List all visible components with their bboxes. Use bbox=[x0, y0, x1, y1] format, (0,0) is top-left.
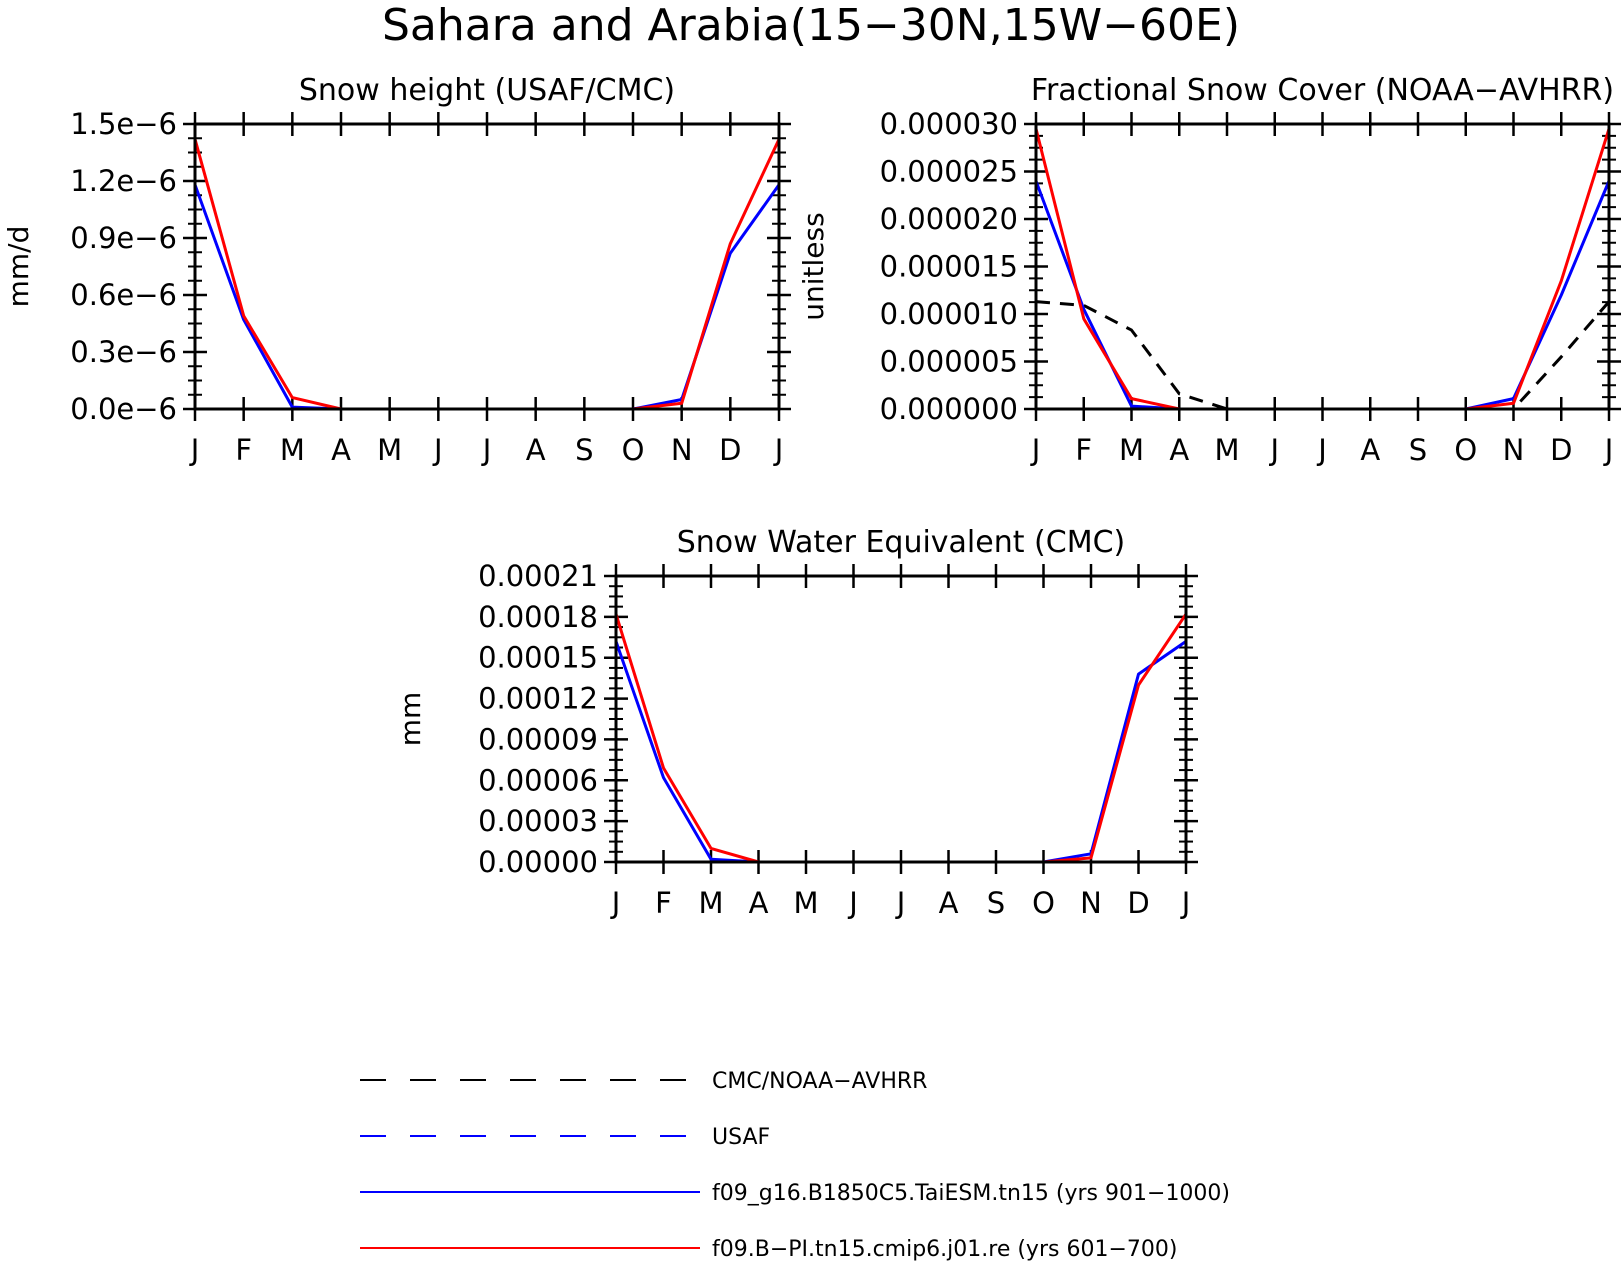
y-tick-label: 1.2e−6 bbox=[70, 164, 177, 198]
x-tick-label: J bbox=[773, 433, 784, 467]
x-tick-label: D bbox=[1127, 886, 1149, 920]
series-line-3 bbox=[614, 613, 1188, 864]
x-tick-label: D bbox=[1550, 433, 1572, 467]
y-tick-label: 0.6e−6 bbox=[70, 278, 177, 312]
x-tick-label: M bbox=[377, 433, 402, 467]
x-tick-label: J bbox=[432, 433, 443, 467]
y-tick-label: 0.000030 bbox=[880, 107, 1018, 141]
y-tick-label: 0.00018 bbox=[478, 600, 598, 634]
legend-label: USAF bbox=[712, 1125, 770, 1150]
x-tick-label: S bbox=[1409, 433, 1427, 467]
panels: Snow height (USAF/CMC) mm/d 0.0e−6 0.3e−6 0.… bbox=[2, 73, 1621, 920]
y-tick-label: 0.3e−6 bbox=[70, 335, 177, 369]
x-tick-label: D bbox=[719, 433, 741, 467]
x-tick-label: S bbox=[987, 886, 1005, 920]
y-axis-label: mm/d bbox=[2, 226, 35, 308]
x-tick-label: M bbox=[280, 433, 305, 467]
x-tick-label: A bbox=[749, 886, 769, 920]
y-tick-label: 0.000005 bbox=[880, 345, 1018, 379]
x-tick-label: J bbox=[1030, 433, 1041, 467]
series-line-1 bbox=[1035, 300, 1611, 411]
y-tick-label: 0.00021 bbox=[478, 559, 598, 593]
legend: CMC/NOAA−AVHRR USAF f09_g16.B1850C5.TaiESM… bbox=[360, 1069, 1230, 1262]
x-tick-label: F bbox=[1075, 433, 1092, 467]
x-tick-label: M bbox=[1119, 433, 1144, 467]
y-tick-label: 0.000020 bbox=[880, 202, 1018, 236]
x-tick-label: J bbox=[1180, 886, 1191, 920]
panel-title: Snow height (USAF/CMC) bbox=[299, 73, 675, 108]
x-tick-label: F bbox=[235, 433, 252, 467]
y-tick-label: 0.000025 bbox=[880, 155, 1018, 189]
x-tick-label: J bbox=[189, 433, 200, 467]
x-tick-label: J bbox=[847, 886, 858, 920]
x-tick-label: A bbox=[1360, 433, 1380, 467]
y-axis-label: unitless bbox=[797, 212, 830, 320]
x-tick-label: N bbox=[1503, 433, 1525, 467]
x-tick-label: A bbox=[939, 886, 959, 920]
y-tick-label: 0.000000 bbox=[880, 392, 1018, 426]
x-tick-label: N bbox=[1080, 886, 1102, 920]
y-tick-label: 0.0e−6 bbox=[70, 392, 177, 426]
x-tick-label: N bbox=[671, 433, 693, 467]
x-tick-label: M bbox=[1214, 433, 1239, 467]
panel-2: Fractional Snow Cover (NOAA−AVHRR) unitle… bbox=[797, 73, 1621, 467]
x-tick-label: S bbox=[575, 433, 593, 467]
y-axis-label: mm bbox=[394, 692, 427, 747]
plot-frame bbox=[1034, 122, 1611, 411]
y-tick-label: 0.000015 bbox=[880, 250, 1018, 284]
x-tick-label: F bbox=[655, 886, 672, 920]
figure-title: Sahara and Arabia(15−30N,15W−60E) bbox=[382, 0, 1240, 51]
panel-3: Snow Water Equivalent (CMC) mm 0.00000 0.00… bbox=[394, 525, 1198, 920]
y-tick-label: 0.00015 bbox=[478, 641, 598, 675]
panel-title: Snow Water Equivalent (CMC) bbox=[677, 525, 1125, 560]
x-tick-label: O bbox=[622, 433, 645, 467]
plot-frame bbox=[193, 122, 781, 411]
y-tick-label: 0.000010 bbox=[880, 297, 1018, 331]
y-tick-label: 0.00003 bbox=[478, 804, 598, 838]
plot-frame bbox=[614, 574, 1188, 864]
x-tick-label: J bbox=[895, 886, 906, 920]
x-tick-label: O bbox=[1032, 886, 1055, 920]
x-tick-label: J bbox=[481, 433, 492, 467]
x-tick-label: A bbox=[1169, 433, 1189, 467]
panel-title: Fractional Snow Cover (NOAA−AVHRR) bbox=[1031, 73, 1614, 108]
x-tick-label: M bbox=[698, 886, 723, 920]
y-tick-label: 1.5e−6 bbox=[70, 107, 177, 141]
x-tick-label: J bbox=[610, 886, 621, 920]
x-tick-label: A bbox=[526, 433, 546, 467]
y-tick-label: 0.00006 bbox=[478, 763, 598, 797]
panel-1: Snow height (USAF/CMC) mm/d 0.0e−6 0.3e−6 0.… bbox=[2, 73, 791, 467]
y-tick-label: 0.00000 bbox=[478, 845, 598, 879]
x-tick-label: O bbox=[1454, 433, 1477, 467]
legend-label: f09_g16.B1850C5.TaiESM.tn15 (yrs 901−100… bbox=[712, 1181, 1230, 1206]
x-tick-label: J bbox=[1603, 433, 1614, 467]
legend-label: f09.B−PI.tn15.cmip6.j01.re (yrs 601−700) bbox=[712, 1237, 1177, 1262]
y-tick-label: 0.9e−6 bbox=[70, 221, 177, 255]
x-tick-label: A bbox=[331, 433, 351, 467]
x-tick-label: J bbox=[1268, 433, 1279, 467]
y-tick-label: 0.00012 bbox=[478, 682, 598, 716]
series-line-3 bbox=[1034, 128, 1611, 411]
x-tick-label: J bbox=[1316, 433, 1327, 467]
y-tick-label: 0.00009 bbox=[478, 722, 598, 756]
legend-label: CMC/NOAA−AVHRR bbox=[712, 1069, 927, 1094]
series-line-3 bbox=[193, 138, 781, 411]
x-tick-label: M bbox=[793, 886, 818, 920]
